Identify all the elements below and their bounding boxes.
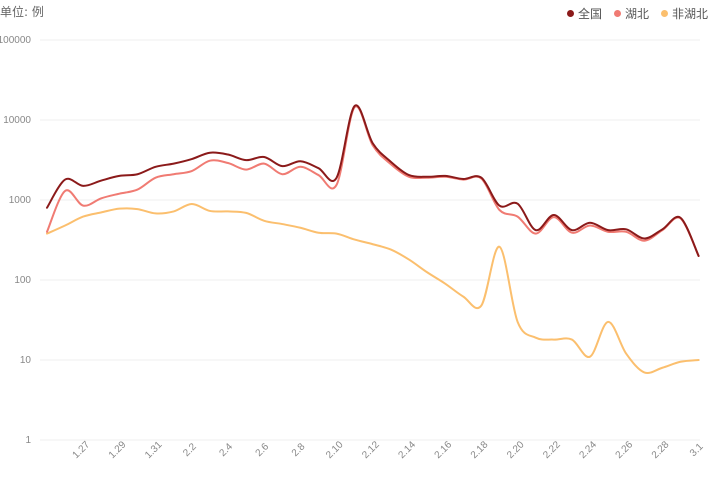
legend-item-hubei[interactable]: 湖北 bbox=[613, 5, 649, 22]
legend-item-non-hubei[interactable]: 非湖北 bbox=[660, 5, 708, 22]
x-tick-label: 2.20 bbox=[505, 439, 527, 461]
x-tick-label: 2.24 bbox=[577, 439, 599, 461]
x-tick-label: 2.18 bbox=[469, 439, 491, 461]
series-line-hubei[interactable] bbox=[46, 105, 700, 257]
x-tick-label: 2.16 bbox=[433, 439, 455, 461]
legend: 全国 湖北 非湖北 bbox=[566, 5, 708, 22]
x-tick-label: 2.6 bbox=[254, 441, 272, 459]
x-tick-label: 1.27 bbox=[71, 439, 93, 461]
y-tick-label: 1000 bbox=[9, 195, 32, 206]
x-tick-label: 2.12 bbox=[360, 439, 382, 461]
legend-label-national: 全国 bbox=[577, 7, 602, 21]
x-tick-label: 1.29 bbox=[107, 439, 129, 461]
y-tick-label: 100 bbox=[14, 275, 31, 286]
x-tick-label: 2.28 bbox=[650, 439, 672, 461]
y-tick-label: 1 bbox=[25, 435, 31, 446]
legend-dot-hubei bbox=[613, 10, 621, 17]
series-line-national[interactable] bbox=[46, 104, 700, 257]
legend-dot-non-hubei bbox=[660, 10, 668, 17]
x-tick-label: 2.26 bbox=[614, 439, 636, 461]
x-tick-label: 2.14 bbox=[396, 439, 418, 461]
x-tick-label: 3.1 bbox=[688, 441, 706, 459]
y-tick-label: 10 bbox=[20, 355, 32, 366]
legend-label-hubei: 湖北 bbox=[624, 7, 649, 21]
legend-dot-national bbox=[566, 10, 574, 17]
x-tick-label: 2.22 bbox=[541, 439, 563, 461]
x-tick-label: 2.10 bbox=[324, 439, 346, 461]
x-tick-label: 2.4 bbox=[217, 441, 235, 459]
x-tick-label: 2.8 bbox=[290, 441, 308, 459]
x-tick-label: 1.31 bbox=[143, 439, 165, 461]
legend-item-national[interactable]: 全国 bbox=[566, 5, 602, 22]
legend-label-non-hubei: 非湖北 bbox=[671, 7, 708, 21]
unit-label: 单位: 例 bbox=[0, 5, 44, 19]
x-tick-label: 2.2 bbox=[181, 441, 199, 459]
y-tick-label: 100000 bbox=[0, 35, 31, 46]
series-line-non-hubei[interactable] bbox=[46, 203, 700, 374]
y-tick-label: 10000 bbox=[3, 115, 31, 126]
